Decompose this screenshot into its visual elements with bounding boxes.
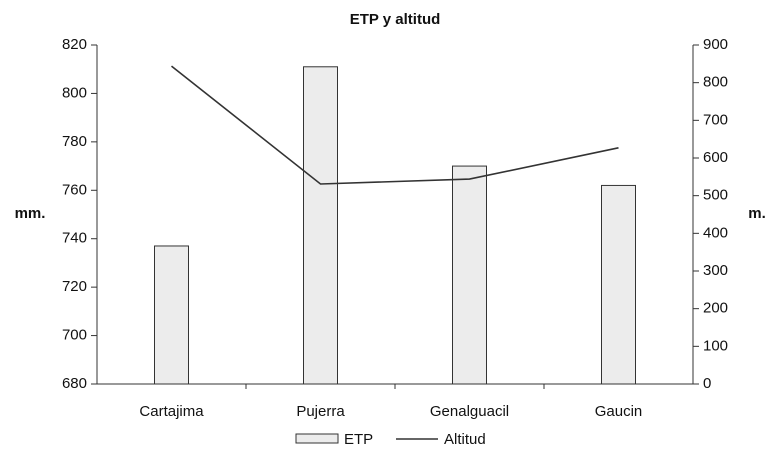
bar (303, 66, 338, 385)
chart-title: ETP y altitud (350, 11, 441, 28)
y2-tick-label: 100 (703, 337, 728, 354)
y-axis-label: mm. (15, 205, 46, 222)
y2-tick-label: 600 (703, 149, 728, 166)
y2-tick-label: 500 (703, 187, 728, 204)
legend-label: ETP (344, 431, 373, 448)
bar (452, 165, 487, 385)
y2-tick-label: 800 (703, 74, 728, 91)
y2-tick-label: 400 (703, 224, 728, 241)
x-tick-label: Gaucin (595, 403, 643, 420)
legend-swatch (295, 433, 339, 444)
y-tick-label: 760 (62, 181, 87, 198)
y-tick-label: 720 (62, 278, 87, 295)
x-tick-label: Pujerra (296, 403, 345, 420)
line (171, 65, 619, 185)
y2-tick-label: 300 (703, 262, 728, 279)
bar (154, 245, 189, 385)
x-tick-label: Cartajima (139, 403, 204, 420)
y2-axis-label: m. (748, 205, 766, 222)
x-tick-label: Genalguacil (430, 403, 509, 420)
bar (601, 184, 636, 385)
y2-tick-label: 900 (703, 36, 728, 53)
y2-tick-label: 200 (703, 300, 728, 317)
y-tick-label: 680 (62, 375, 87, 392)
y2-tick-label: 0 (703, 375, 711, 392)
legend-label: Altitud (444, 431, 486, 448)
y-tick-label: 740 (62, 230, 87, 247)
y-tick-label: 800 (62, 84, 87, 101)
y-tick-label: 820 (62, 36, 87, 53)
y2-tick-label: 700 (703, 111, 728, 128)
y-tick-label: 700 (62, 327, 87, 344)
y-tick-label: 780 (62, 133, 87, 150)
